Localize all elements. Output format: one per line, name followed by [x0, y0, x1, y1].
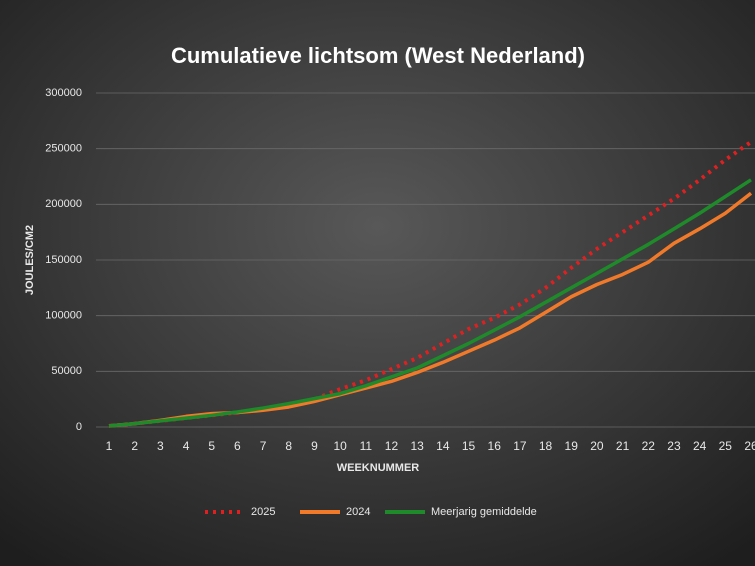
y-tick-label: 250000: [45, 143, 82, 155]
x-tick-label: 2: [131, 439, 138, 453]
y-tick-label: 300000: [45, 87, 82, 99]
x-tick-label: 3: [157, 439, 164, 453]
x-tick-label: 1: [106, 439, 113, 453]
x-tick-label: 15: [462, 439, 476, 453]
legend-label: Meerjarig gemiddelde: [431, 506, 537, 518]
x-tick-label: 13: [410, 439, 424, 453]
x-tick-label: 7: [260, 439, 267, 453]
x-tick-label: 8: [285, 439, 292, 453]
x-tick-label: 20: [590, 439, 604, 453]
x-tick-label: 25: [719, 439, 733, 453]
x-tick-label: 12: [385, 439, 399, 453]
x-tick-label: 17: [513, 439, 527, 453]
x-tick-label: 18: [539, 439, 553, 453]
x-tick-label: 14: [436, 439, 450, 453]
x-tick-label: 19: [565, 439, 579, 453]
legend-label: 2025: [251, 506, 275, 518]
x-tick-label: 26: [744, 439, 755, 453]
x-tick-label: 21: [616, 439, 630, 453]
x-tick-label: 16: [488, 439, 502, 453]
y-tick-label: 50000: [51, 365, 82, 377]
x-tick-label: 4: [183, 439, 190, 453]
y-tick-label: 100000: [45, 310, 82, 322]
x-tick-label: 23: [667, 439, 681, 453]
legend-label: 2024: [346, 506, 370, 518]
y-tick-label: 150000: [45, 254, 82, 266]
line-series: [108, 178, 752, 428]
chart-title: Cumulatieve lichtsom (West Nederland): [171, 43, 585, 68]
x-tick-label: 24: [693, 439, 707, 453]
y-tick-label: 0: [76, 421, 82, 433]
x-tick-label: 11: [360, 439, 373, 453]
y-axis-label: JOULES/CM2: [24, 225, 36, 295]
x-tick-label: 22: [642, 439, 656, 453]
x-tick-label: 9: [311, 439, 318, 453]
x-tick-label: 6: [234, 439, 241, 453]
x-axis-label: WEEKNUMMER: [337, 462, 420, 474]
x-tick-label: 5: [208, 439, 215, 453]
x-tick-label: 10: [333, 439, 347, 453]
line-series: [108, 140, 753, 428]
y-tick-label: 200000: [45, 198, 82, 210]
